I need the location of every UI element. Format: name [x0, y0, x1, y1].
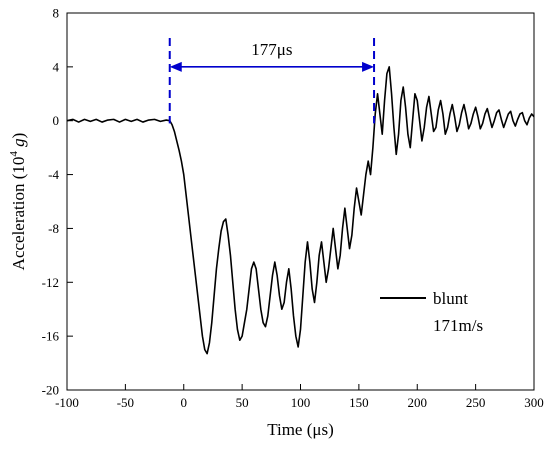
- legend-entry-blunt: blunt: [433, 289, 468, 308]
- y-tick-label-1: -16: [42, 329, 60, 344]
- x-tick-label-2: 0: [181, 395, 188, 410]
- y-axis-title-main: Acceleration (10: [9, 157, 28, 271]
- series-line-blunt: [66, 66, 535, 355]
- y-tick-label-6: 4: [53, 59, 60, 74]
- y-axis-title-close: ): [9, 133, 28, 139]
- legend-entry-speed: 171m/s: [433, 316, 483, 335]
- annotation-arrowhead-left: [169, 61, 182, 72]
- y-tick-label-5: 0: [53, 113, 60, 128]
- y-axis-title-exponent: 4: [8, 151, 20, 157]
- x-tick-label-8: 300: [524, 395, 544, 410]
- x-tick-label-1: -50: [117, 395, 134, 410]
- y-tick-label-3: -8: [48, 221, 59, 236]
- annotation-duration-label: 177μs: [251, 40, 292, 59]
- y-tick-label-2: -12: [42, 275, 59, 290]
- legend: blunt 171m/s: [380, 289, 483, 335]
- x-tick-label-7: 250: [466, 395, 486, 410]
- x-tick-label-0: -100: [55, 395, 79, 410]
- y-tick-label-7: 8: [53, 6, 60, 21]
- y-axis-title: Acceleration (104 g): [8, 133, 28, 271]
- x-tick-label-6: 200: [408, 395, 428, 410]
- x-tick-label-4: 100: [291, 395, 311, 410]
- y-tick-label-0: -20: [42, 383, 59, 398]
- x-axis-title: Time (μs): [267, 420, 334, 439]
- x-tick-label-3: 50: [236, 395, 249, 410]
- y-tick-label-4: -4: [48, 167, 59, 182]
- y-axis-title-unit: g: [9, 138, 28, 151]
- x-tick-label-5: 150: [349, 395, 369, 410]
- annotation-arrowhead-right: [362, 61, 375, 72]
